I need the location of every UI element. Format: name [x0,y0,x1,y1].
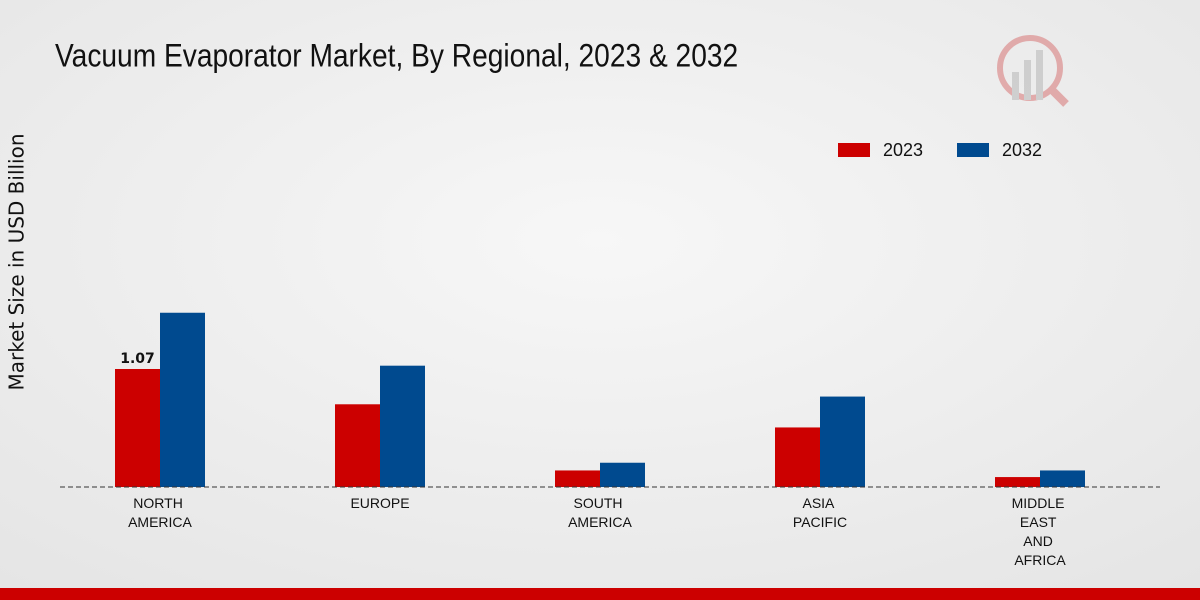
logo [997,35,1069,107]
legend-label: 2032 [1002,140,1042,160]
bar [115,368,160,487]
bar [160,312,205,487]
x-tick-label: SOUTH AMERICA [568,495,632,530]
legend-swatch [957,143,989,157]
legend-swatch [838,143,870,157]
bar [820,396,865,487]
bar [775,427,820,487]
x-tick-label: MIDDLE EAST AND AFRICA [1012,495,1069,568]
x-tick-label: EUROPE [350,495,409,511]
bar [380,365,425,487]
x-tick-label: ASIA PACIFIC [793,495,847,530]
bar [1040,470,1085,487]
bar [995,477,1040,487]
y-axis-label: Market Size in USD Billion [5,133,29,390]
footer-bar [0,588,1200,600]
bar [335,404,380,487]
x-tick-label: NORTH AMERICA [128,495,192,530]
bar [555,470,600,487]
data-label: 1.07 [120,351,155,367]
bar [600,462,645,487]
legend-label: 2023 [883,140,923,160]
chart-title: Vacuum Evaporator Market, By Regional, 2… [55,39,738,74]
